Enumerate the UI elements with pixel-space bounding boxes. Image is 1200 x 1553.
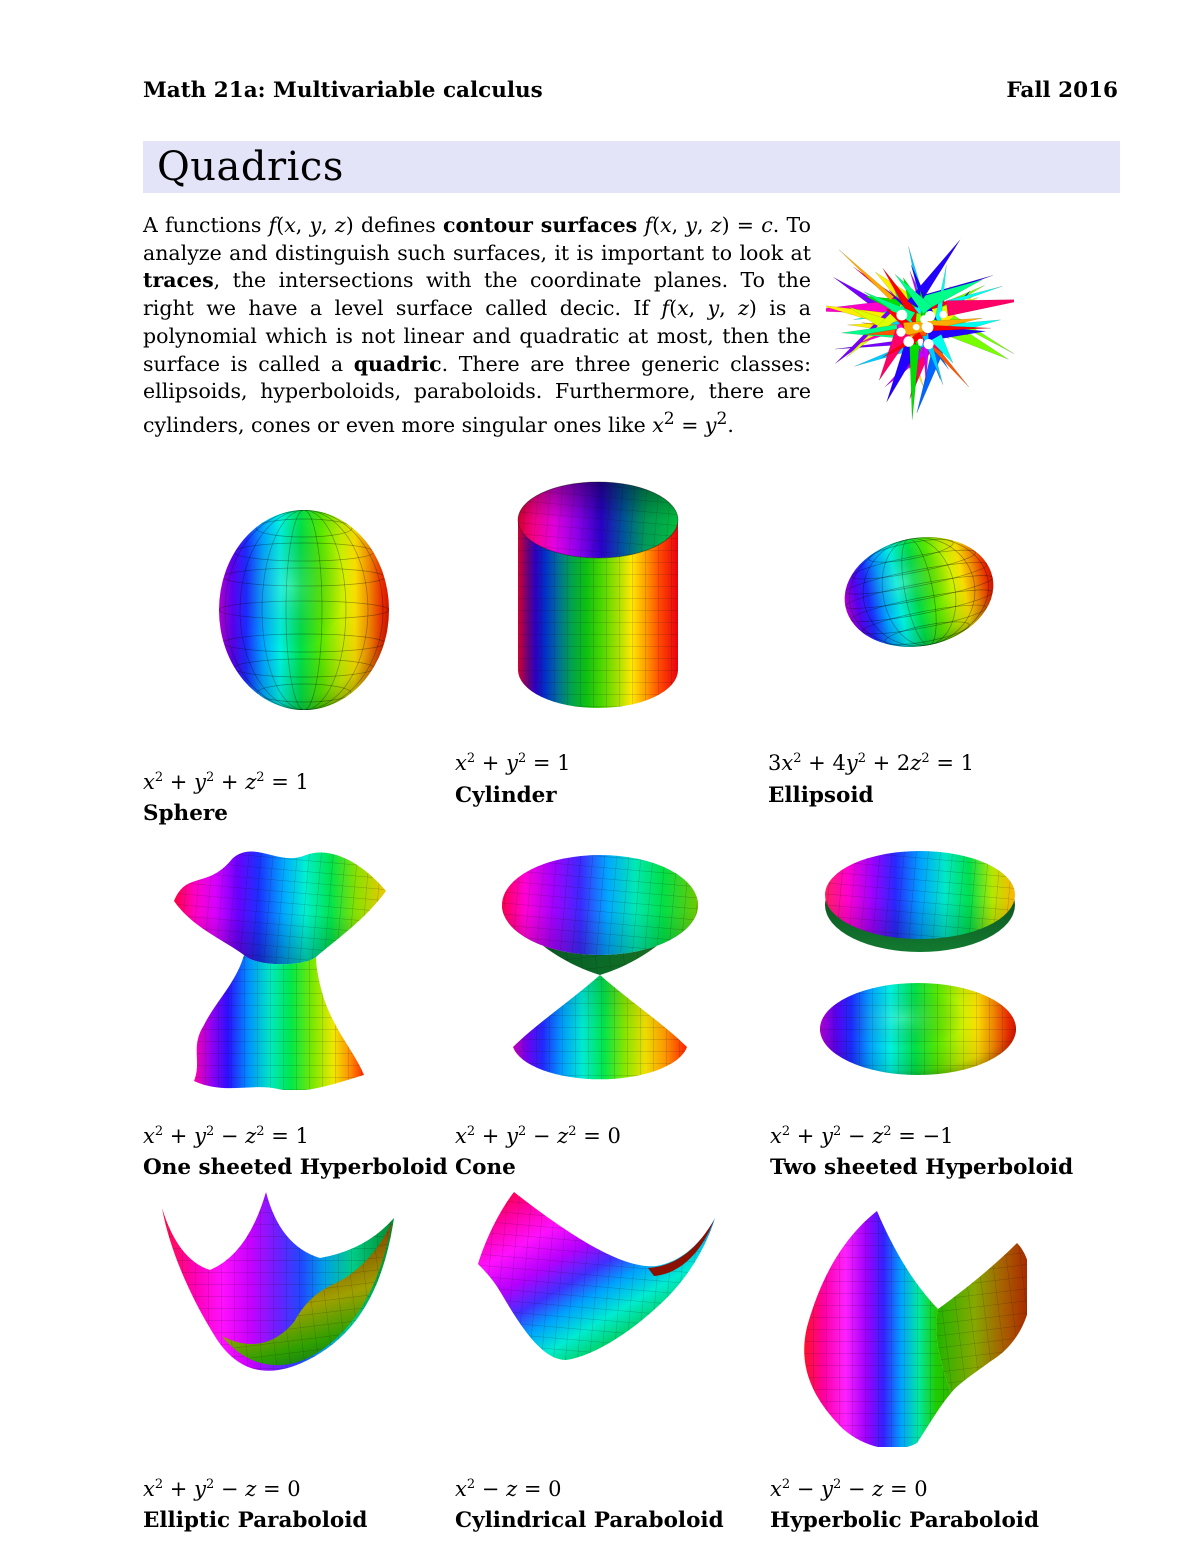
elliptic-paraboloid-name: Elliptic Paraboloid	[143, 1508, 368, 1533]
cylindrical-paraboloid-name: Cylindrical Paraboloid	[455, 1508, 724, 1533]
sphere-equation: x2 + y2 + z2 = 1	[143, 770, 309, 794]
decic-spikes	[826, 239, 1014, 420]
cylindrical-paraboloid-equation: x2 − z = 0	[455, 1477, 562, 1501]
trough-mesh	[478, 1192, 715, 1360]
two-sheeted-name: Two sheeted Hyperboloid	[770, 1155, 1074, 1180]
ellipsoid-plot	[844, 536, 994, 648]
hyperbolic-paraboloid-plot	[804, 1211, 1027, 1447]
term-label: Fall 2016	[1006, 78, 1118, 103]
cylinder-mesh	[518, 520, 678, 708]
cylindrical-paraboloid-plot	[478, 1192, 715, 1360]
cone-equation: x2 + y2 − z2 = 0	[455, 1124, 621, 1148]
cone-plot	[502, 855, 698, 1080]
sphere-name: Sphere	[143, 801, 228, 826]
elliptic-paraboloid-plot	[162, 1192, 394, 1371]
sphere-plot	[219, 510, 389, 710]
paraboloid-mesh	[222, 1222, 392, 1366]
two-sheeted-equation: x2 + y2 − z2 = −1	[770, 1124, 954, 1148]
intro-paragraph: A functions f(x, y, z) defines contour s…	[143, 213, 811, 437]
decic-surface-figure	[826, 239, 1014, 420]
cylinder-plot	[517, 481, 679, 708]
hyperbolic-paraboloid-equation: x2 − y2 − z = 0	[770, 1477, 928, 1501]
two-sheeted-hyperboloid-plot	[820, 851, 1016, 1075]
page-title: Quadrics	[157, 144, 344, 190]
section-banner: Quadrics	[143, 141, 1120, 193]
cylinder-equation: x2 + y2 = 1	[455, 751, 571, 775]
one-sheeted-hyperboloid-plot	[174, 851, 386, 1090]
cylinder-name: Cylinder	[455, 783, 557, 808]
one-sheeted-name: One sheeted Hyperboloid	[143, 1155, 448, 1180]
course-title: Math 21a: Multivariable calculus	[143, 78, 543, 103]
one-sheeted-equation: x2 + y2 − z2 = 1	[143, 1124, 309, 1148]
ellipsoid-equation: 3x2 + 4y2 + 2z2 = 1	[768, 751, 974, 775]
cone-name: Cone	[455, 1155, 516, 1180]
ellipsoid-name: Ellipsoid	[768, 783, 874, 808]
saddle-mesh	[936, 1243, 1027, 1393]
hyperboloid-mesh	[194, 955, 364, 1090]
elliptic-paraboloid-equation: x2 + y2 − z = 0	[143, 1477, 301, 1501]
hyperbolic-paraboloid-name: Hyperbolic Paraboloid	[770, 1508, 1039, 1533]
